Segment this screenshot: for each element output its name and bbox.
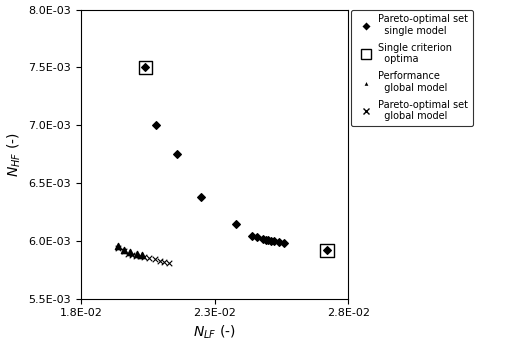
- Point: [127, 252, 136, 257]
- Point: [323, 247, 331, 253]
- Point: [132, 253, 140, 259]
- Y-axis label: $N_{HF}$ (-): $N_{HF}$ (-): [6, 132, 23, 177]
- X-axis label: $N_{LF}$ (-): $N_{LF}$ (-): [193, 324, 236, 341]
- Point: [152, 122, 160, 128]
- Point: [165, 260, 173, 266]
- Point: [197, 194, 205, 200]
- Point: [267, 238, 275, 244]
- Point: [114, 245, 123, 251]
- Point: [124, 251, 132, 256]
- Point: [140, 254, 148, 260]
- Point: [126, 250, 135, 255]
- Point: [141, 65, 149, 70]
- Point: [280, 240, 289, 246]
- Point: [173, 151, 181, 157]
- Point: [253, 235, 262, 240]
- Point: [262, 237, 270, 243]
- Point: [258, 236, 267, 242]
- Point: [145, 255, 153, 261]
- Point: [323, 247, 331, 253]
- Point: [136, 253, 144, 259]
- Point: [232, 221, 240, 226]
- Legend: Pareto-optimal set
  single model, Single criterion
  optima, Performance
  glob: Pareto-optimal set single model, Single …: [351, 10, 473, 126]
- Point: [133, 251, 141, 256]
- Point: [269, 238, 278, 244]
- Point: [120, 248, 128, 254]
- Point: [248, 234, 256, 239]
- Point: [275, 239, 283, 245]
- Point: [141, 65, 149, 70]
- Point: [160, 259, 168, 264]
- Point: [120, 247, 128, 253]
- Point: [150, 257, 159, 262]
- Point: [155, 258, 164, 263]
- Point: [138, 252, 147, 257]
- Point: [114, 243, 123, 248]
- Point: [264, 237, 272, 243]
